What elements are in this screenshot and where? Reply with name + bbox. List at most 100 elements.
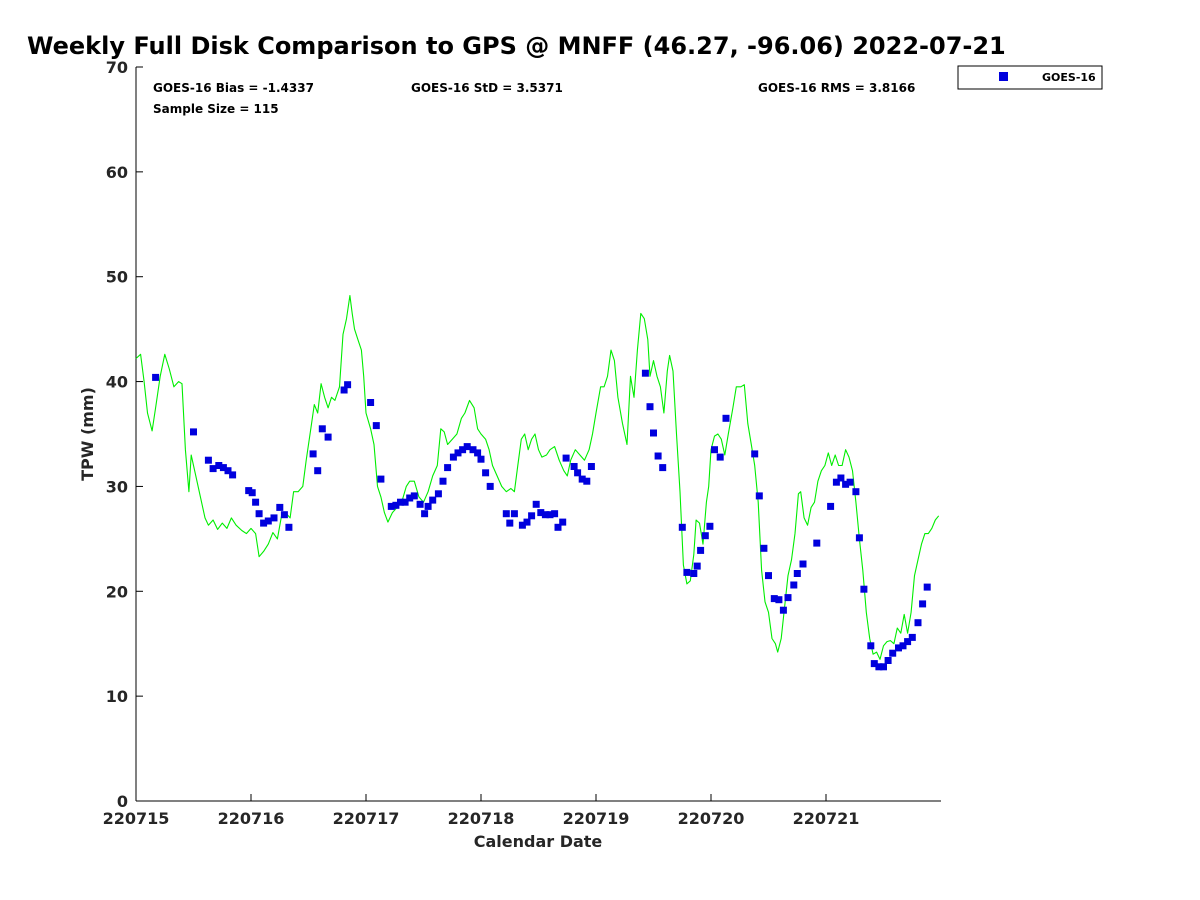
goes16-point bbox=[697, 546, 705, 554]
y-tick-label: 10 bbox=[106, 687, 128, 706]
goes16-point bbox=[832, 478, 840, 486]
x-tick-label: 220715 bbox=[103, 809, 170, 828]
goes16-point bbox=[444, 464, 452, 472]
goes16-point bbox=[229, 471, 237, 479]
goes16-point bbox=[790, 581, 798, 589]
goes16-point bbox=[477, 455, 485, 463]
goes16-point bbox=[914, 619, 922, 627]
goes16-point bbox=[899, 642, 907, 650]
x-tick-label: 220721 bbox=[793, 809, 860, 828]
x-tick-label: 220719 bbox=[563, 809, 630, 828]
goes16-point bbox=[392, 501, 400, 509]
goes16-point bbox=[429, 496, 437, 504]
goes16-point bbox=[683, 568, 691, 576]
y-tick-label: 40 bbox=[106, 373, 128, 392]
goes16-point bbox=[904, 638, 912, 646]
goes16-point bbox=[541, 511, 549, 519]
x-axis-label: Calendar Date bbox=[474, 832, 603, 851]
goes16-point bbox=[846, 478, 854, 486]
rms-stat: GOES-16 RMS = 3.8166 bbox=[758, 81, 915, 95]
goes16-point bbox=[219, 464, 227, 472]
goes16-point bbox=[799, 560, 807, 568]
goes16-point bbox=[923, 583, 931, 591]
goes16-point bbox=[439, 477, 447, 485]
goes16-point bbox=[309, 450, 317, 458]
goes16-point bbox=[895, 644, 902, 652]
goes16-point bbox=[760, 544, 768, 552]
goes16-point bbox=[779, 606, 787, 614]
goes16-point bbox=[344, 381, 352, 389]
goes16-point bbox=[324, 433, 332, 441]
goes16-point bbox=[215, 462, 223, 469]
goes16-point bbox=[706, 522, 714, 530]
goes16-point bbox=[463, 443, 471, 451]
goes16-point bbox=[406, 494, 414, 502]
goes16-point bbox=[482, 469, 490, 477]
goes16-point bbox=[908, 633, 916, 641]
goes16-point bbox=[852, 488, 860, 496]
goes16-point bbox=[372, 422, 380, 430]
goes16-point bbox=[880, 663, 887, 671]
goes16-point bbox=[377, 475, 385, 483]
y-tick-label: 50 bbox=[106, 268, 128, 287]
goes16-point bbox=[314, 467, 322, 475]
goes16-point bbox=[587, 463, 595, 470]
legend-marker bbox=[999, 72, 1008, 81]
goes16-point bbox=[793, 570, 801, 577]
y-tick-label: 70 bbox=[106, 58, 128, 77]
goes16-point bbox=[459, 446, 467, 454]
goes16-point bbox=[641, 369, 649, 377]
x-axis-ticks: 220715 220716 220717 220718 220719 220720 2207… bbox=[103, 794, 860, 828]
goes16-point bbox=[813, 539, 821, 547]
goes16-point bbox=[562, 454, 570, 462]
goes16-point bbox=[678, 523, 686, 531]
gps-series-line bbox=[135, 295, 940, 660]
x-tick-label: 220716 bbox=[218, 809, 285, 828]
goes16-point bbox=[367, 399, 375, 406]
goes16-point bbox=[578, 475, 586, 483]
goes16-point bbox=[722, 414, 730, 422]
goes16-point bbox=[387, 502, 395, 510]
goes16-point bbox=[690, 570, 698, 577]
goes16-point bbox=[701, 532, 709, 540]
bias-stat: GOES-16 Bias = -1.4337 bbox=[153, 81, 314, 95]
legend-box bbox=[957, 65, 1103, 90]
goes16-point bbox=[659, 464, 667, 472]
y-tick-label: 60 bbox=[106, 163, 128, 182]
goes16-point bbox=[716, 453, 724, 461]
y-tick-label: 30 bbox=[106, 477, 128, 496]
goes16-point bbox=[474, 449, 482, 457]
goes16-point bbox=[416, 500, 424, 508]
goes16-point bbox=[546, 511, 554, 519]
goes16-point bbox=[190, 428, 197, 436]
goes16-point bbox=[870, 660, 878, 668]
goes16-point bbox=[884, 657, 892, 664]
goes16-point bbox=[469, 446, 477, 454]
goes16-point bbox=[837, 474, 845, 482]
y-tick-label: 20 bbox=[106, 582, 128, 601]
goes16-point bbox=[276, 503, 284, 511]
goes16-point bbox=[424, 502, 432, 510]
goes16-point bbox=[280, 511, 288, 519]
goes16-point bbox=[889, 649, 897, 657]
x-tick-label: 220720 bbox=[678, 809, 745, 828]
goes16-point bbox=[410, 492, 418, 500]
goes16-point bbox=[260, 519, 268, 527]
goes16-point bbox=[523, 518, 531, 526]
goes16-point bbox=[152, 373, 160, 381]
goes16-point bbox=[583, 477, 591, 485]
goes16-point bbox=[204, 456, 212, 464]
goes16-point bbox=[919, 600, 927, 608]
goes16-point bbox=[255, 510, 263, 518]
goes16-point bbox=[654, 452, 662, 460]
goes16-point bbox=[650, 429, 657, 437]
goes16-point bbox=[559, 518, 567, 526]
goes16-point bbox=[784, 594, 792, 602]
plot-area bbox=[135, 295, 940, 671]
x-tick-label: 220718 bbox=[448, 809, 515, 828]
goes16-point bbox=[528, 512, 536, 520]
std-stat: GOES-16 StD = 3.5371 bbox=[411, 81, 563, 95]
goes16-point bbox=[506, 519, 514, 527]
y-axis-label: TPW (mm) bbox=[78, 387, 97, 481]
